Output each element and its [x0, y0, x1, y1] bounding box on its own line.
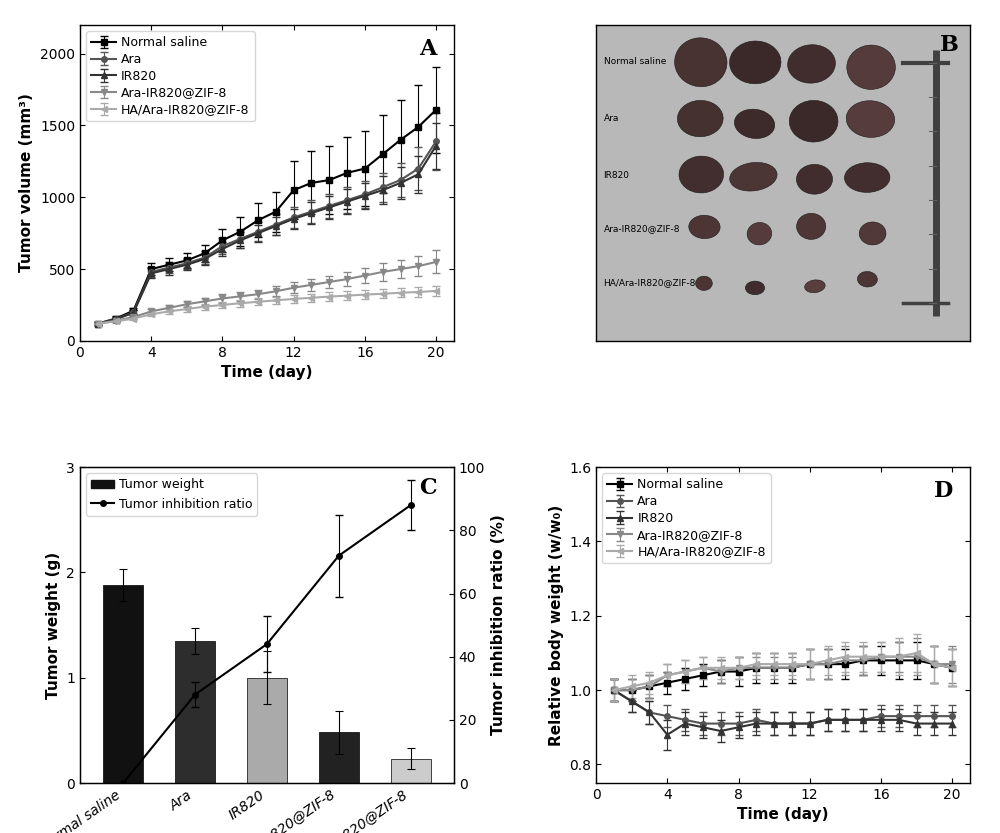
Y-axis label: Tumor volume (mm³): Tumor volume (mm³): [19, 93, 34, 272]
Ellipse shape: [747, 222, 772, 245]
Ellipse shape: [730, 41, 781, 84]
Text: D: D: [934, 480, 953, 501]
Ellipse shape: [846, 101, 895, 137]
Y-axis label: Tumor weight (g): Tumor weight (g): [46, 551, 61, 699]
Bar: [103, 585, 143, 783]
Ellipse shape: [857, 272, 877, 287]
Ellipse shape: [847, 45, 895, 89]
X-axis label: Time (day): Time (day): [737, 807, 829, 822]
Text: Normal saline: Normal saline: [604, 57, 666, 66]
Ellipse shape: [696, 277, 712, 291]
Text: Ara: Ara: [604, 113, 619, 122]
Text: HA/Ara-IR820@ZIF-8: HA/Ara-IR820@ZIF-8: [604, 278, 696, 287]
Text: B: B: [940, 34, 959, 57]
Text: A: A: [419, 37, 436, 60]
Legend: Tumor weight, Tumor inhibition ratio: Tumor weight, Tumor inhibition ratio: [86, 473, 257, 516]
Ellipse shape: [789, 101, 838, 142]
Legend: Normal saline, Ara, IR820, Ara-IR820@ZIF-8, HA/Ara-IR820@ZIF-8: Normal saline, Ara, IR820, Ara-IR820@ZIF…: [86, 32, 255, 122]
Ellipse shape: [679, 156, 724, 193]
Ellipse shape: [796, 164, 833, 194]
Ellipse shape: [734, 109, 775, 138]
Y-axis label: Relative body weight (w/w₀): Relative body weight (w/w₀): [549, 505, 564, 746]
Text: C: C: [419, 476, 437, 499]
Ellipse shape: [805, 280, 825, 292]
Ellipse shape: [689, 215, 720, 238]
Bar: [247, 678, 287, 783]
Text: IR820: IR820: [604, 171, 630, 180]
Ellipse shape: [677, 101, 723, 137]
Ellipse shape: [745, 281, 765, 295]
X-axis label: Time (day): Time (day): [221, 365, 313, 380]
Bar: [319, 732, 359, 783]
Ellipse shape: [675, 37, 727, 87]
Legend: Normal saline, Ara, IR820, Ara-IR820@ZIF-8, HA/Ara-IR820@ZIF-8: Normal saline, Ara, IR820, Ara-IR820@ZIF…: [602, 473, 771, 563]
Ellipse shape: [730, 162, 777, 191]
Ellipse shape: [788, 45, 835, 83]
Bar: [391, 759, 431, 783]
Y-axis label: Tumor inhibition ratio (%): Tumor inhibition ratio (%): [491, 515, 506, 736]
Ellipse shape: [859, 222, 886, 245]
Ellipse shape: [844, 162, 890, 192]
Bar: [175, 641, 215, 783]
Text: Ara-IR820@ZIF-8: Ara-IR820@ZIF-8: [604, 224, 680, 233]
Ellipse shape: [797, 213, 826, 239]
